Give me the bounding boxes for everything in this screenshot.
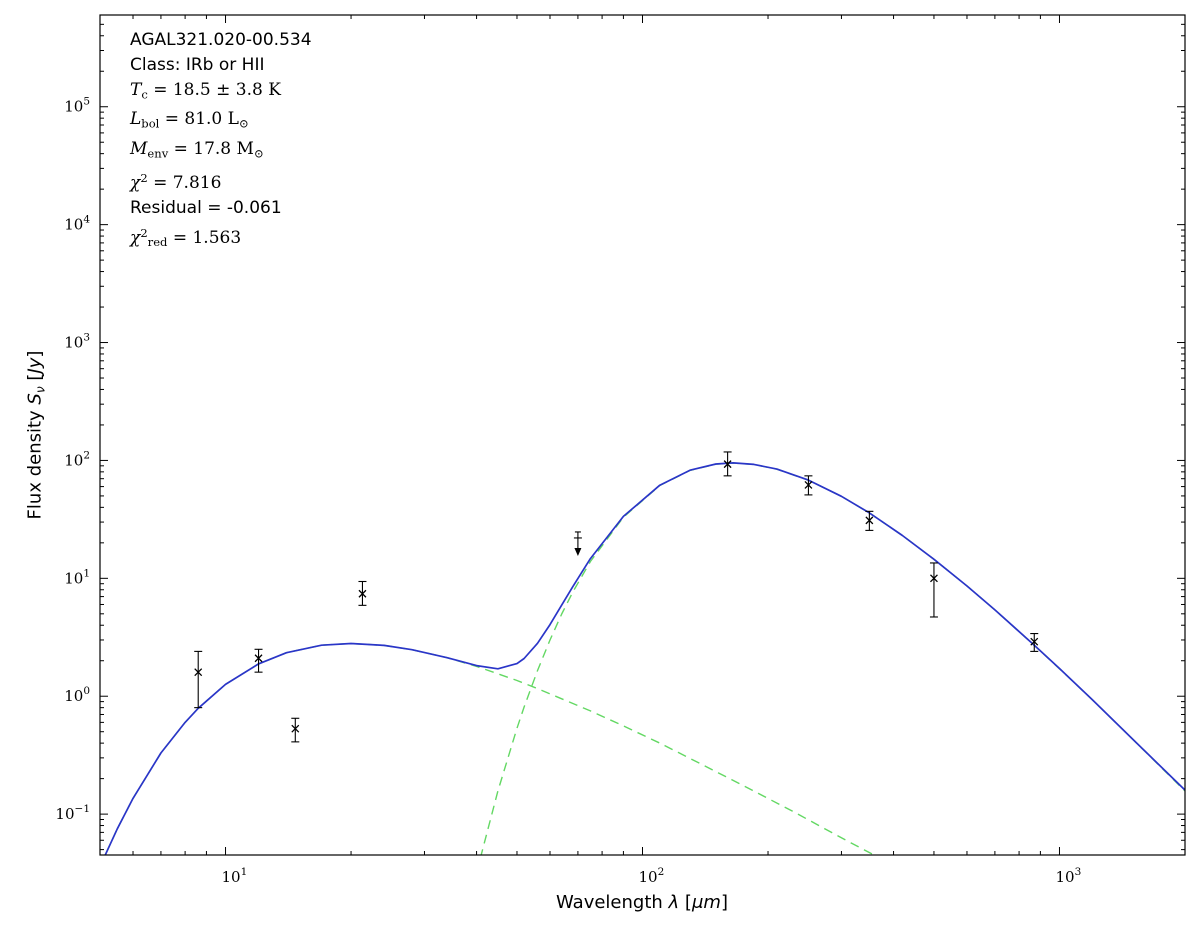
svg-text:102: 102	[639, 866, 665, 886]
stats-line-5: Menv = 17.8 M⊙	[130, 138, 264, 161]
cold_component-curve	[480, 462, 1185, 855]
stats-line-1: AGAL321.020-00.534	[130, 30, 312, 50]
y-axis-label: Flux density Sν [Jy]	[24, 350, 48, 520]
data-point	[573, 531, 582, 556]
svg-text:10−1: 10−1	[55, 803, 90, 823]
svg-text:103: 103	[64, 332, 90, 352]
svg-text:105: 105	[64, 96, 90, 116]
stats-line-8: χ2red = 1.563	[130, 226, 242, 250]
data-point	[723, 451, 732, 477]
fit-stats-annotation: AGAL321.020-00.534 Class: IRb or HII Tc = …	[130, 28, 312, 255]
warm_component-curve	[104, 642, 875, 855]
data-point	[358, 580, 367, 606]
svg-text:100: 100	[64, 685, 90, 705]
stats-line-6: χ2 = 7.816	[130, 171, 222, 194]
stats-line-3: Tc = 18.5 ± 3.8 K	[130, 80, 281, 102]
tick-labels: 101 102 103 10−1 100 101 102 103 104 105	[55, 96, 1081, 886]
stats-line-2: Class: IRb or HII	[130, 55, 265, 75]
data-point	[929, 562, 938, 618]
stats-line-7: Residual = -0.061	[130, 198, 282, 219]
stats-line-4: Lbol = 81.0 L⊙	[130, 109, 249, 131]
svg-text:102: 102	[64, 449, 90, 469]
svg-text:101: 101	[222, 866, 248, 886]
data-points	[194, 451, 1039, 743]
svg-text:104: 104	[64, 214, 90, 234]
plot-frame	[99, 14, 1186, 856]
model-curves	[104, 462, 1185, 855]
total_fit-curve	[104, 462, 1185, 855]
axis-ticks	[100, 15, 1185, 855]
data-point	[865, 510, 874, 531]
data-point	[1030, 633, 1039, 652]
data-point	[254, 648, 263, 673]
svg-text:103: 103	[1055, 866, 1081, 886]
svg-text:101: 101	[64, 567, 90, 587]
data-point	[291, 717, 300, 743]
x-axis-label: Wavelength λ [μm]	[556, 892, 728, 913]
data-point	[194, 650, 203, 709]
data-point	[804, 475, 813, 496]
